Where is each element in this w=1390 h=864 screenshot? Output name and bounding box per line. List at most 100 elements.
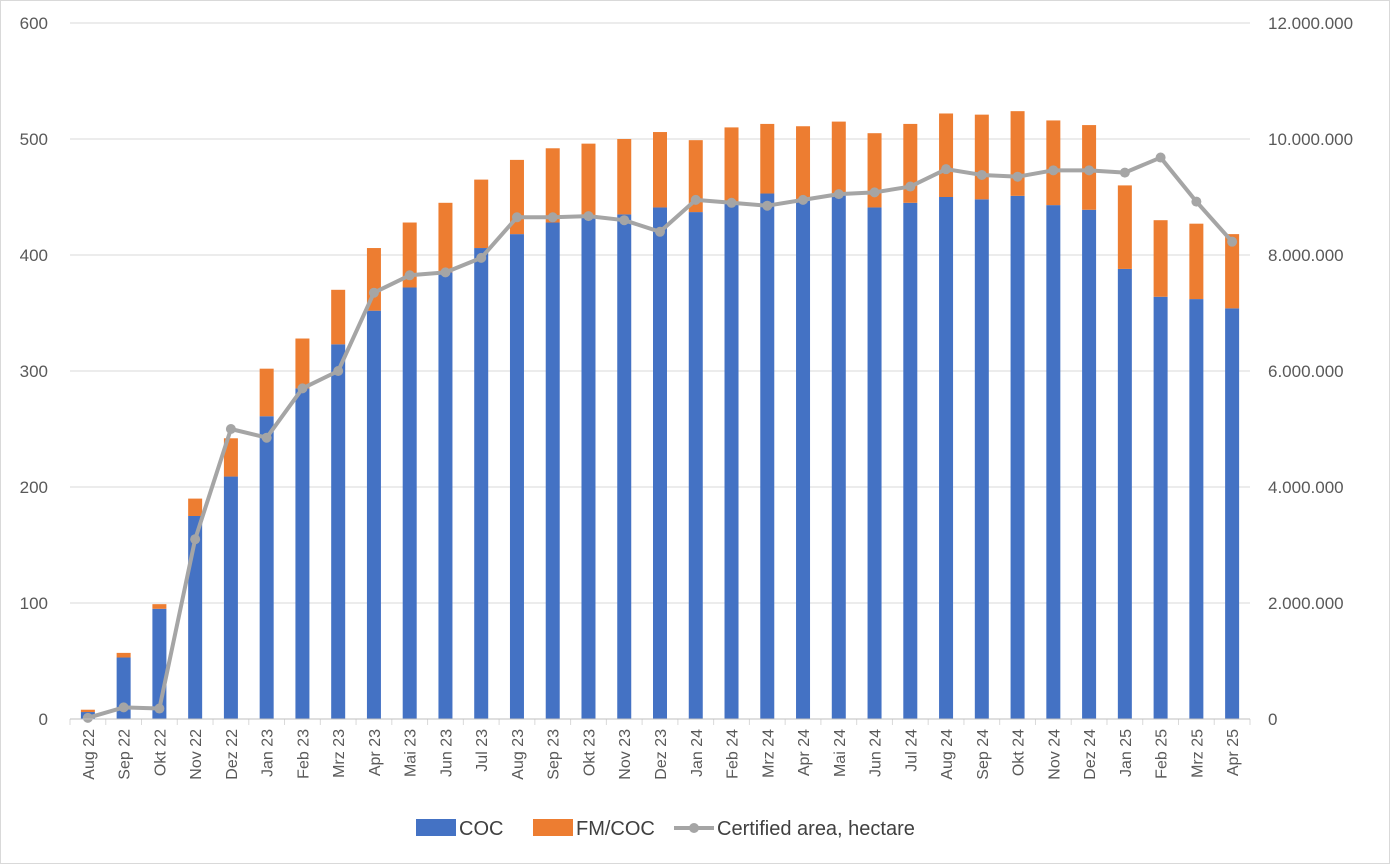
legend-marker-area xyxy=(689,823,699,833)
right-tick-label: 6.000.000 xyxy=(1268,362,1344,381)
area-point xyxy=(726,197,737,208)
x-tick-label: Aug 23 xyxy=(510,729,527,780)
x-tick-label: Sep 24 xyxy=(975,729,992,780)
bar-coc xyxy=(903,202,918,720)
area-point xyxy=(655,226,665,237)
left-tick-label: 200 xyxy=(20,478,48,497)
bar-coc xyxy=(1010,195,1025,720)
left-tick-label: 400 xyxy=(20,246,48,265)
bar-coc xyxy=(295,388,310,719)
area-point xyxy=(261,432,272,443)
bar-coc xyxy=(366,310,381,719)
area-point xyxy=(1191,196,1202,207)
right-tick-label: 2.000.000 xyxy=(1268,594,1344,613)
bar-fmcoc xyxy=(1153,220,1168,297)
x-tick-label: Jul 23 xyxy=(474,729,491,772)
x-axis-ticks: Aug 22 Sep 22 Okt 22 Nov 22 Dez 22 Jan 23 Feb … xyxy=(69,718,1251,780)
x-tick-label: Nov 23 xyxy=(617,729,634,780)
left-tick-label: 100 xyxy=(20,594,48,613)
bar-coc xyxy=(653,207,667,719)
bar-fmcoc xyxy=(831,121,846,195)
bar-coc xyxy=(438,272,453,719)
x-tick-label: Dez 22 xyxy=(224,729,241,780)
bar-fmcoc xyxy=(331,289,346,345)
x-tick-label: Feb 23 xyxy=(295,729,312,779)
bar-fmcoc xyxy=(688,140,703,213)
left-axis-ticks: 0 100 200 300 400 500 600 xyxy=(20,14,48,729)
bar-fmcoc xyxy=(760,123,775,194)
area-point xyxy=(82,712,93,723)
right-tick-label: 12.000.000 xyxy=(1268,14,1353,33)
area-point xyxy=(511,212,522,223)
legend-label-coc: COC xyxy=(459,818,503,840)
legend-swatch-fmcoc xyxy=(533,819,573,836)
x-tick-label: Aug 22 xyxy=(81,729,98,780)
area-point xyxy=(798,194,809,205)
bar-coc xyxy=(831,194,846,719)
bar-coc xyxy=(509,234,524,719)
left-tick-label: 600 xyxy=(20,14,48,33)
x-tick-label: Sep 22 xyxy=(117,729,134,780)
x-tick-label: Okt 24 xyxy=(1011,729,1028,776)
bar-coc xyxy=(188,516,203,719)
bar-fmcoc xyxy=(188,498,203,516)
bar-fmcoc xyxy=(259,368,274,417)
legend-label-fmcoc: FM/COC xyxy=(576,818,655,840)
bar-fmcoc xyxy=(653,132,667,208)
bar-fmcoc xyxy=(545,148,560,223)
area-point xyxy=(476,252,487,263)
x-tick-label: Dez 23 xyxy=(653,729,670,780)
legend-swatch-coc xyxy=(416,819,456,836)
area-point xyxy=(833,189,844,200)
area-point xyxy=(440,267,451,278)
x-tick-label: Aug 24 xyxy=(939,729,956,780)
area-point xyxy=(333,366,344,376)
x-tick-label: Dez 24 xyxy=(1082,729,1099,780)
area-point xyxy=(118,702,129,713)
bar-coc xyxy=(1046,205,1061,719)
x-tick-label: Apr 24 xyxy=(796,729,813,776)
x-tick-label: Mai 24 xyxy=(832,729,849,777)
bar-fmcoc xyxy=(1225,234,1240,309)
x-tick-label: Nov 22 xyxy=(188,729,205,780)
area-point xyxy=(583,211,594,222)
left-tick-label: 0 xyxy=(39,710,48,729)
bar-coc xyxy=(1117,268,1132,719)
area-point xyxy=(1119,167,1130,178)
bar-coc xyxy=(867,207,882,719)
x-tick-label: Sep 23 xyxy=(546,729,563,780)
area-point xyxy=(1227,236,1238,247)
bar-fmcoc xyxy=(402,222,417,288)
x-tick-label: Mrz 25 xyxy=(1189,729,1206,778)
x-tick-label: Mai 23 xyxy=(403,729,420,777)
bar-fmcoc xyxy=(116,652,131,658)
x-tick-label: Mrz 23 xyxy=(331,729,348,778)
bar-coc xyxy=(1225,308,1240,719)
bar-coc xyxy=(796,200,811,720)
x-tick-label: Okt 22 xyxy=(152,729,169,776)
x-tick-label: Nov 24 xyxy=(1046,729,1063,780)
bar-fmcoc xyxy=(1117,185,1132,269)
bar-coc xyxy=(1153,296,1168,719)
area-point xyxy=(1084,165,1095,176)
bar-coc xyxy=(724,201,739,719)
bar-coc xyxy=(116,657,131,719)
right-tick-label: 10.000.000 xyxy=(1268,130,1353,149)
area-point xyxy=(869,187,880,198)
area-point xyxy=(1012,171,1023,182)
bar-coc xyxy=(760,193,775,719)
x-tick-label: Okt 23 xyxy=(581,729,598,776)
area-point xyxy=(941,164,952,175)
bar-fmcoc xyxy=(1046,120,1061,206)
bar-fmcoc xyxy=(152,604,167,609)
bars xyxy=(80,111,1240,720)
bar-coc xyxy=(545,222,560,719)
x-tick-label: Jan 25 xyxy=(1118,729,1135,777)
x-tick-label: Jul 24 xyxy=(903,729,920,772)
area-point xyxy=(297,383,308,394)
area-point xyxy=(1048,165,1059,176)
bar-fmcoc xyxy=(295,338,310,389)
area-point xyxy=(404,270,415,281)
bar-fmcoc xyxy=(438,202,453,273)
